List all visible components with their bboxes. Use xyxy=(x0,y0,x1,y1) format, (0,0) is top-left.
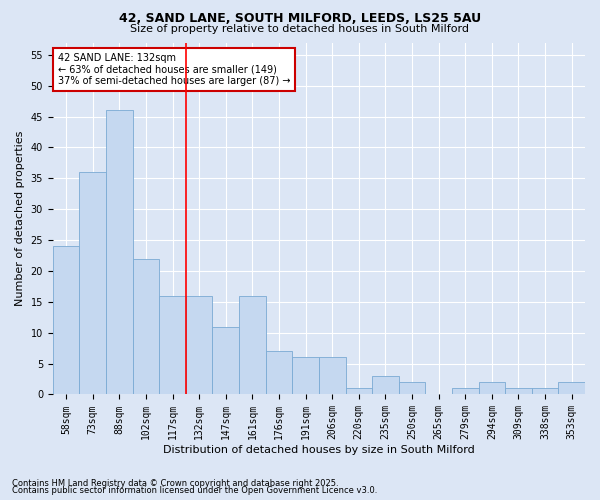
Bar xyxy=(399,382,425,394)
Bar xyxy=(559,382,585,394)
Bar xyxy=(292,358,319,395)
Bar xyxy=(372,376,399,394)
Bar xyxy=(266,351,292,395)
Text: Contains public sector information licensed under the Open Government Licence v3: Contains public sector information licen… xyxy=(12,486,377,495)
X-axis label: Distribution of detached houses by size in South Milford: Distribution of detached houses by size … xyxy=(163,445,475,455)
Y-axis label: Number of detached properties: Number of detached properties xyxy=(15,131,25,306)
Bar xyxy=(133,258,159,394)
Bar xyxy=(319,358,346,395)
Bar xyxy=(452,388,479,394)
Text: 42, SAND LANE, SOUTH MILFORD, LEEDS, LS25 5AU: 42, SAND LANE, SOUTH MILFORD, LEEDS, LS2… xyxy=(119,12,481,26)
Bar xyxy=(186,296,212,394)
Text: Contains HM Land Registry data © Crown copyright and database right 2025.: Contains HM Land Registry data © Crown c… xyxy=(12,478,338,488)
Bar xyxy=(346,388,372,394)
Bar xyxy=(159,296,186,394)
Text: 42 SAND LANE: 132sqm
← 63% of detached houses are smaller (149)
37% of semi-deta: 42 SAND LANE: 132sqm ← 63% of detached h… xyxy=(58,53,290,86)
Bar xyxy=(106,110,133,395)
Bar xyxy=(479,382,505,394)
Bar xyxy=(505,388,532,394)
Bar xyxy=(532,388,559,394)
Bar xyxy=(53,246,79,394)
Text: Size of property relative to detached houses in South Milford: Size of property relative to detached ho… xyxy=(131,24,470,34)
Bar xyxy=(212,326,239,394)
Bar xyxy=(79,172,106,394)
Bar xyxy=(239,296,266,394)
